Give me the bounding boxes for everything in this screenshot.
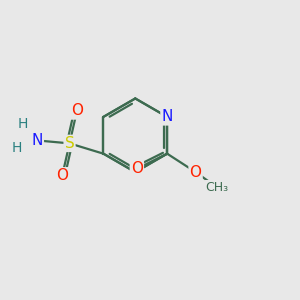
Text: O: O [71, 103, 83, 118]
Text: H: H [11, 141, 22, 155]
Text: H: H [17, 117, 28, 131]
Text: N: N [32, 133, 43, 148]
Text: O: O [190, 165, 202, 180]
Text: CH₃: CH₃ [206, 181, 229, 194]
Text: S: S [65, 136, 74, 151]
Text: O: O [131, 161, 143, 176]
Text: N: N [161, 110, 173, 124]
Text: O: O [56, 168, 68, 183]
